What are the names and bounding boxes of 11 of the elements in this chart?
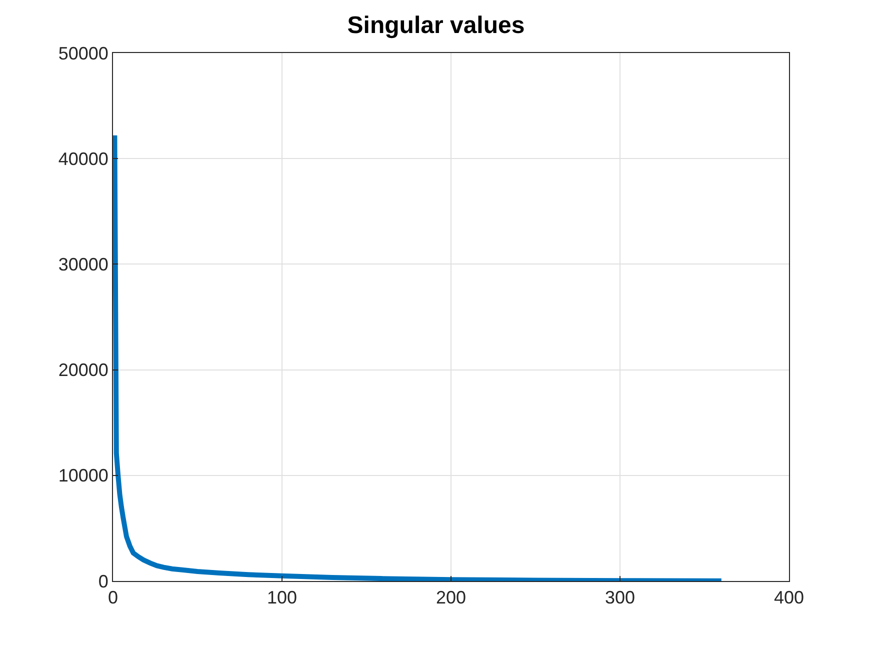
y-tick-label: 0: [98, 571, 108, 592]
y-tick-label: 40000: [58, 148, 108, 169]
x-tick-label: 100: [266, 588, 298, 608]
y-tick-label: 50000: [58, 43, 108, 64]
chart-title: Singular values: [347, 12, 525, 40]
y-tick-label: 20000: [58, 360, 108, 380]
x-tick-label: 200: [436, 588, 466, 608]
x-tick-label: 400: [774, 588, 804, 608]
x-tick-label: 300: [604, 588, 636, 608]
y-tick-label: 10000: [58, 466, 108, 486]
y-tick-label: 30000: [58, 254, 108, 274]
